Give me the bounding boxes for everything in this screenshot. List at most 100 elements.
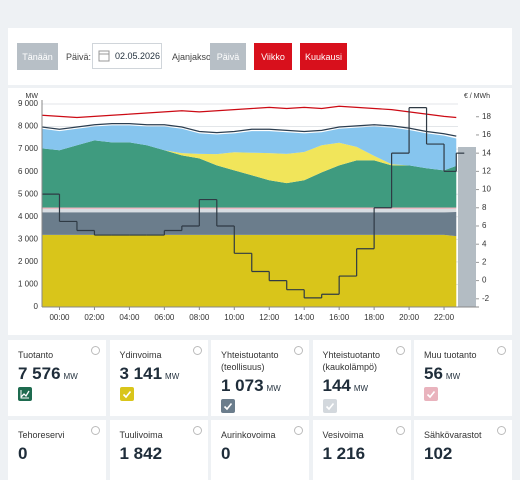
card-value-number: 102 bbox=[424, 444, 453, 463]
card-unit: MW bbox=[63, 372, 78, 381]
card-unit: MW bbox=[445, 372, 461, 381]
stacked-area bbox=[42, 234, 457, 307]
card-icon bbox=[18, 387, 32, 401]
y2-tick-label: 0 bbox=[482, 276, 487, 285]
y-tick-label: 1 000 bbox=[18, 280, 39, 289]
y2-tick-label: -2 bbox=[482, 294, 490, 303]
chart-icon bbox=[20, 390, 30, 399]
y-tick-label: 0 bbox=[34, 302, 39, 311]
x-tick-label: 10:00 bbox=[224, 313, 245, 322]
y2-tick-label: 4 bbox=[482, 239, 487, 248]
y-tick-label: 8 000 bbox=[18, 122, 39, 131]
card-label: Vesivoima bbox=[322, 430, 364, 440]
info-icon bbox=[395, 346, 405, 355]
card-value: 144 MW bbox=[323, 376, 401, 396]
stacked-area bbox=[42, 140, 457, 208]
stat-card: Aurinkovoima 0 bbox=[211, 420, 309, 480]
x-tick-label: 12:00 bbox=[259, 313, 280, 322]
stat-card: Ydinvoima 3 141 MW bbox=[109, 340, 208, 416]
card-label: Tuulivoima bbox=[119, 430, 163, 440]
card-value-number: 1 842 bbox=[119, 444, 163, 463]
check-icon bbox=[223, 402, 233, 411]
today-button[interactable]: Tänään bbox=[17, 43, 58, 70]
x-tick-label: 20:00 bbox=[399, 313, 420, 322]
stat-card: Yhteistuotanto (teollisuus) 1 073 MW bbox=[211, 340, 309, 416]
card-value-number: 7 576 bbox=[18, 364, 61, 383]
card-icon bbox=[322, 399, 337, 413]
period-button[interactable]: Kuukausi bbox=[300, 43, 347, 70]
card-value-number: 0 bbox=[221, 444, 231, 463]
series-line bbox=[41, 123, 457, 137]
y2-tick-label: 10 bbox=[482, 185, 491, 194]
stacked-area bbox=[42, 208, 457, 213]
info-icon bbox=[294, 346, 303, 355]
info-icon bbox=[91, 346, 100, 355]
card-value-number: 0 bbox=[18, 444, 28, 463]
card-value: 1 216 bbox=[323, 444, 401, 464]
y-tick-label: 2 000 bbox=[18, 257, 39, 266]
info-icon bbox=[395, 426, 405, 435]
stacked-area bbox=[42, 140, 457, 184]
period-button[interactable]: Viikko bbox=[254, 43, 292, 70]
stat-card: Tuotanto 7 576 MW bbox=[8, 340, 106, 416]
card-icon bbox=[119, 387, 134, 401]
x-tick-label: 08:00 bbox=[189, 313, 210, 322]
day-label: Päivä: bbox=[66, 52, 92, 62]
card-value: 56 MW bbox=[424, 364, 502, 384]
card-value: 0 bbox=[18, 444, 96, 464]
stat-card: Yhteistuotanto (kaukolämpö) 144 MW bbox=[312, 340, 411, 416]
chart: MW € / MWh 0 1 000 2 000 3 000 4 000 5 000 6 0… bbox=[18, 93, 491, 322]
info-icon bbox=[294, 426, 303, 435]
y2-tick-label: 14 bbox=[482, 148, 491, 157]
card-value: 7 576 MW bbox=[18, 364, 96, 384]
y2-axis-label: € / MWh bbox=[464, 93, 490, 100]
x-tick-label: 16:00 bbox=[329, 313, 350, 322]
date-input[interactable]: 02.05.2026 bbox=[92, 43, 162, 69]
card-value-number: 1 216 bbox=[322, 444, 366, 463]
y-tick-label: 4 000 bbox=[18, 212, 39, 221]
card-icon bbox=[424, 387, 438, 401]
period-label: Ajanjakso: bbox=[172, 52, 214, 62]
y-tick-label: 5 000 bbox=[18, 189, 39, 198]
y2-tick-label: 18 bbox=[482, 112, 491, 121]
info-icon bbox=[497, 426, 506, 435]
card-label: Sähkövarastot bbox=[424, 430, 482, 440]
x-tick-label: 04:00 bbox=[119, 313, 140, 322]
stacked-area bbox=[42, 207, 457, 209]
card-value: 1 842 bbox=[120, 444, 198, 464]
x-tick-label: 00:00 bbox=[49, 313, 70, 322]
card-value: 0 bbox=[221, 444, 299, 464]
card-label: Tuotanto bbox=[18, 350, 54, 360]
card-label: Yhteistuotanto (kaukolämpö) bbox=[322, 350, 381, 372]
card-value: 102 bbox=[424, 444, 502, 464]
x-tick-label: 18:00 bbox=[364, 313, 385, 322]
stat-card: Sähkövarastot 102 bbox=[414, 420, 512, 480]
forecast-region bbox=[458, 147, 476, 307]
y2-tick-label: 8 bbox=[482, 203, 487, 212]
card-value: 3 141 MW bbox=[120, 364, 198, 384]
check-icon bbox=[325, 402, 334, 411]
card-label: Yhteistuotanto (teollisuus) bbox=[221, 350, 279, 372]
x-tick-label: 22:00 bbox=[434, 313, 455, 322]
card-label: Tehoreservi bbox=[18, 430, 65, 440]
page: Tänään Päivä: 02.05.2026 Ajanjakso: Päiv… bbox=[8, 28, 512, 480]
check-icon bbox=[122, 390, 131, 399]
y2-tick-label: 16 bbox=[482, 130, 491, 139]
series-line bbox=[41, 105, 457, 119]
period-button[interactable]: Päivä bbox=[210, 43, 246, 70]
x-tick-label: 02:00 bbox=[84, 313, 105, 322]
card-label: Muu tuotanto bbox=[424, 350, 477, 360]
stat-card: Tuulivoima 1 842 bbox=[109, 420, 208, 480]
card-value-number: 3 141 bbox=[119, 364, 163, 383]
card-value: 1 073 MW bbox=[221, 376, 299, 396]
card-label: Ydinvoima bbox=[119, 350, 162, 360]
x-tick-label: 14:00 bbox=[294, 313, 315, 322]
card-unit: MW bbox=[165, 372, 180, 381]
stacked-area bbox=[42, 211, 457, 237]
y-axis-label: MW bbox=[26, 93, 39, 100]
y2-tick-label: 6 bbox=[482, 221, 487, 230]
card-label: Aurinkovoima bbox=[221, 430, 276, 440]
info-icon bbox=[497, 346, 506, 355]
y2-tick-label: 12 bbox=[482, 166, 491, 175]
y-tick-label: 3 000 bbox=[18, 234, 39, 243]
